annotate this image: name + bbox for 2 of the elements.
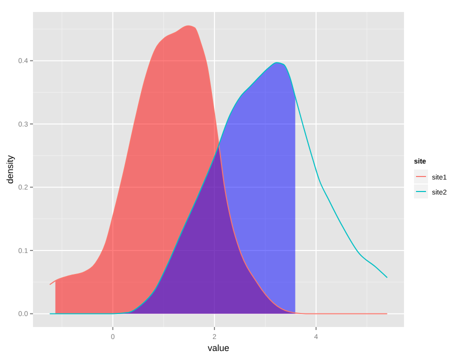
- y-axis-title: density: [5, 154, 15, 184]
- x-axis-title: value: [208, 343, 230, 353]
